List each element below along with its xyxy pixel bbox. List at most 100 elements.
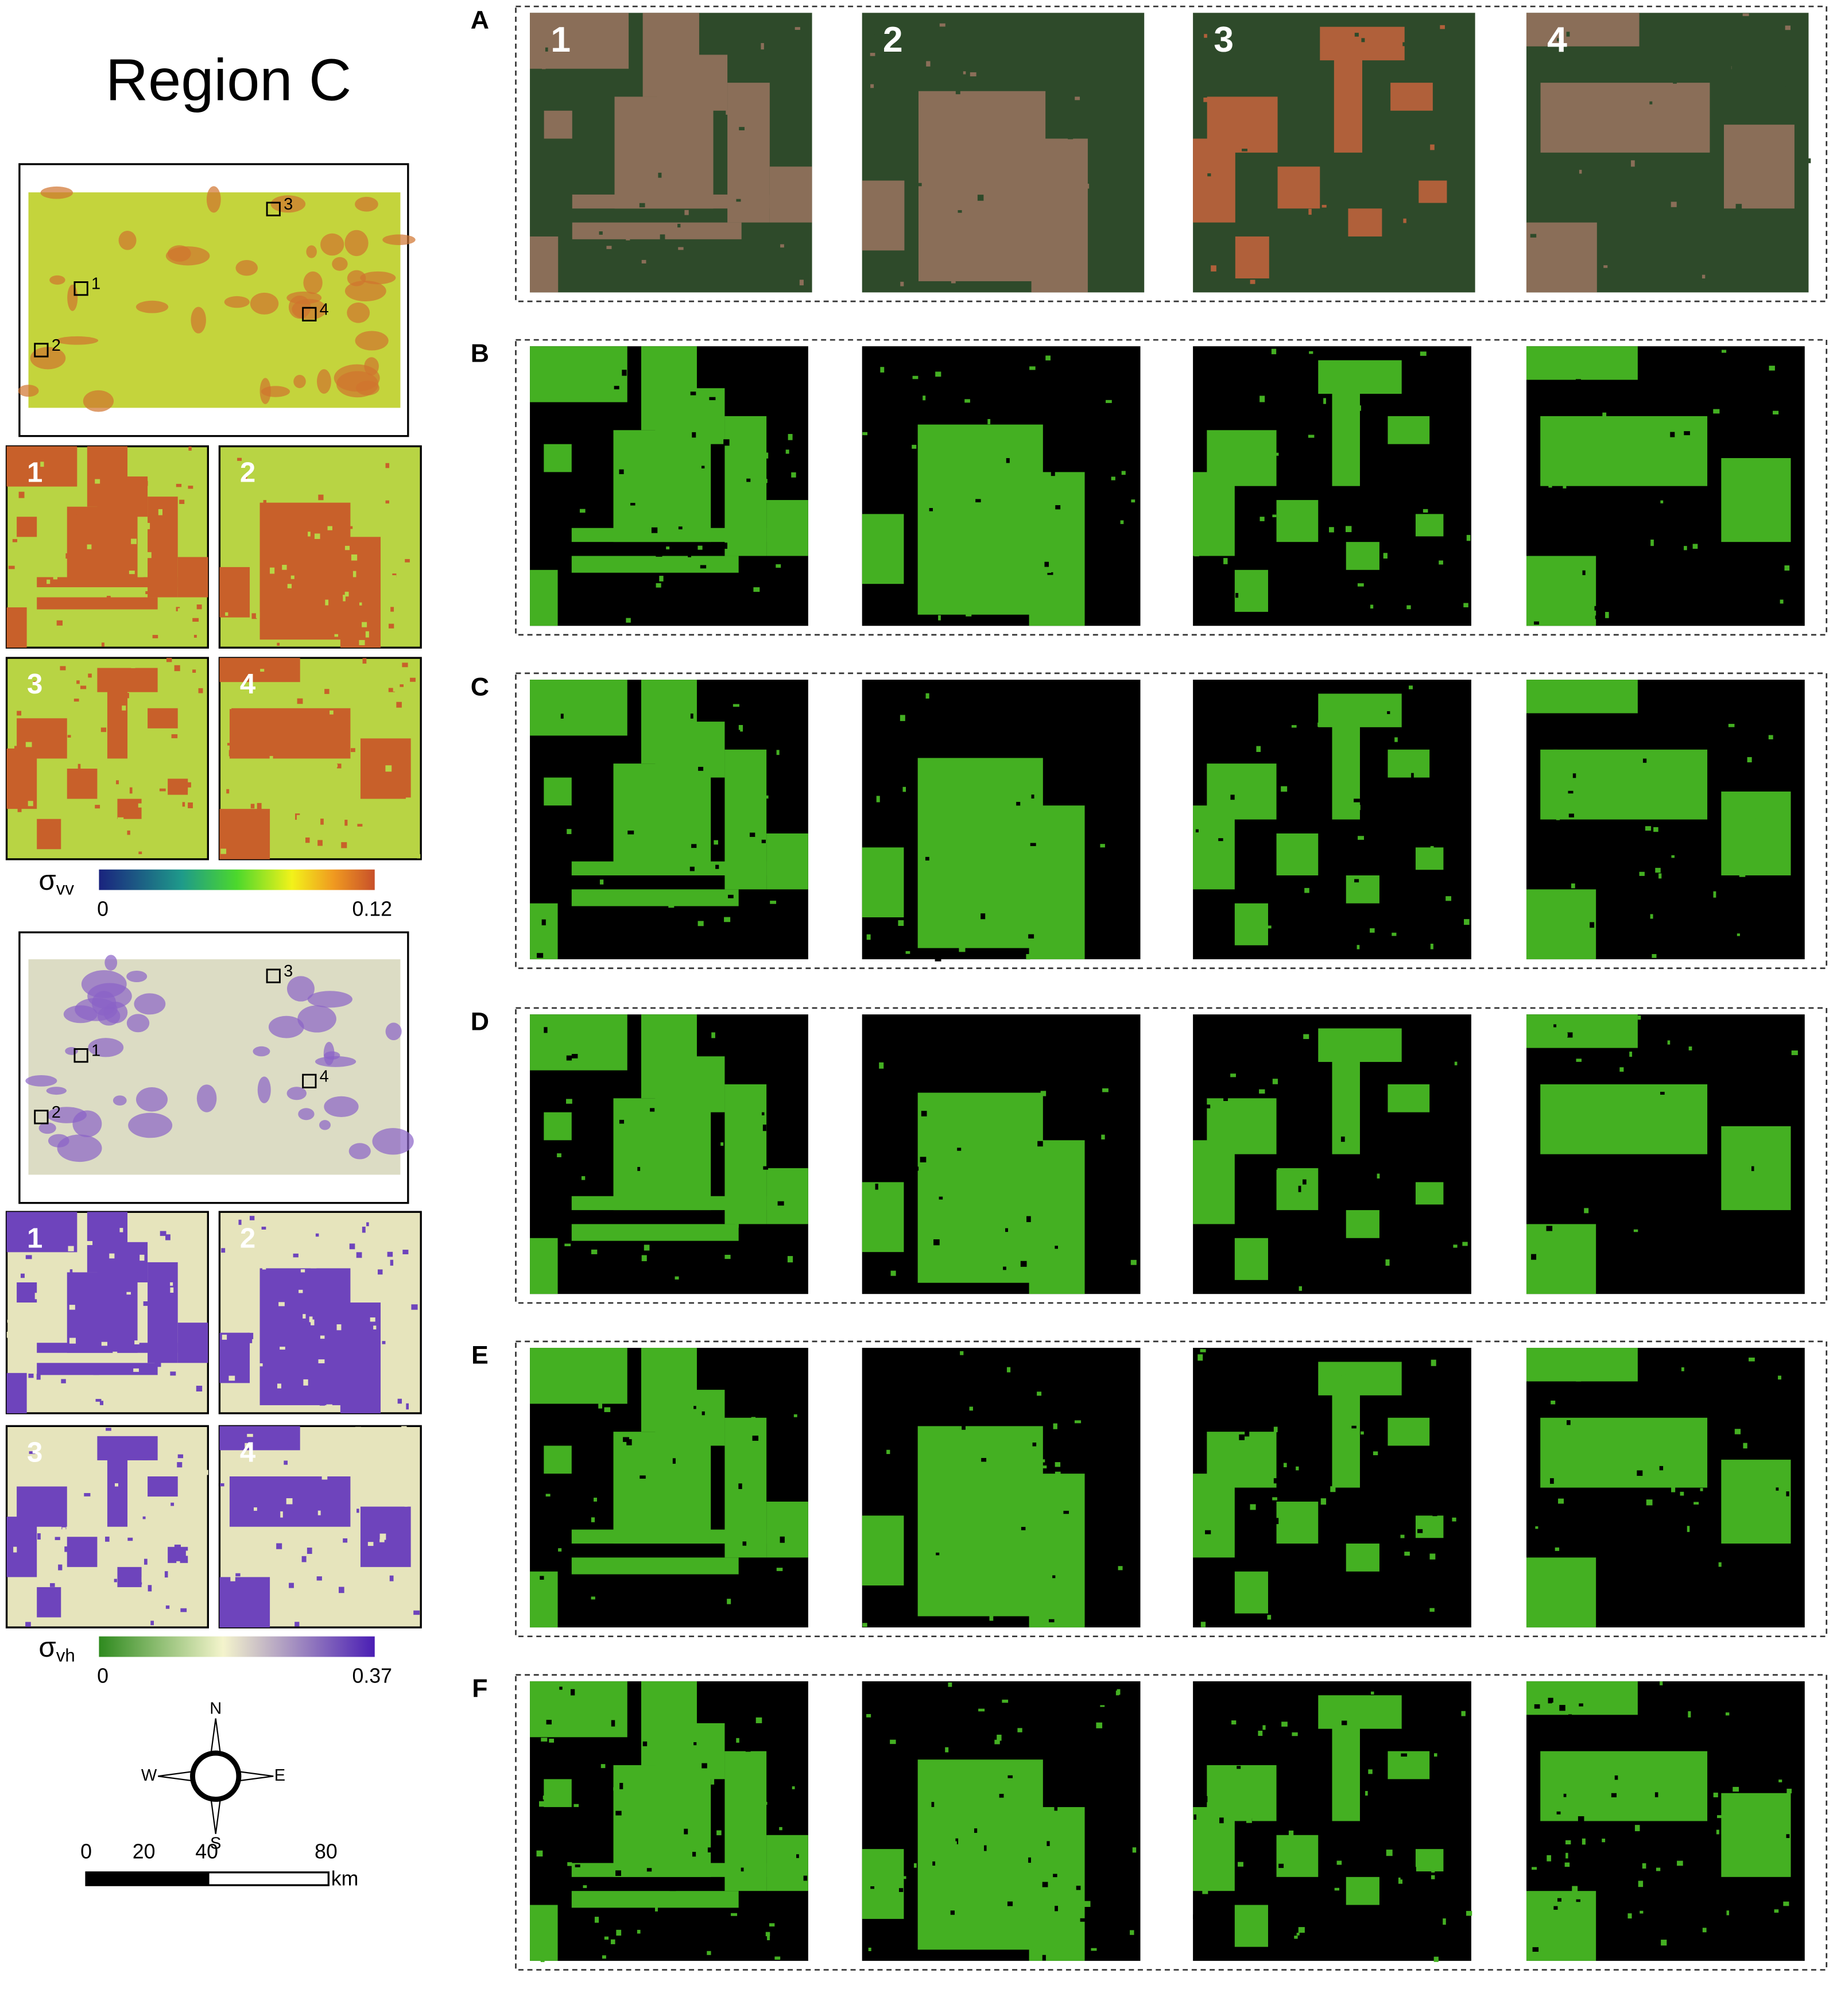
mask-tile-speck (650, 1701, 657, 1704)
mask-tile-speck (1439, 560, 1443, 565)
mask-tile-speck (1358, 836, 1364, 840)
zoom-tile-speck (17, 583, 21, 588)
mask-tile-speck (702, 1411, 705, 1416)
mask-tile-patch (1332, 707, 1360, 820)
mask-tile-speck (1278, 1863, 1284, 1868)
mask-tile-speck (1571, 883, 1575, 889)
zoom-tile-speck (237, 571, 242, 576)
satellite-tile-patch (572, 222, 742, 239)
mask-tile-patch (1415, 1849, 1444, 1872)
colorbar-min: 0 (97, 898, 108, 921)
map-patch (372, 1128, 414, 1155)
mask-tile-speck (727, 1599, 731, 1604)
mask-tile-speck (564, 1907, 567, 1912)
satellite-tile-speck (1635, 104, 1639, 111)
mask-tile-speck (1784, 565, 1790, 571)
zoom-tile-speck (25, 742, 32, 747)
mask-tile-speck (1588, 1513, 1594, 1518)
satellite-tile-speck (1207, 173, 1211, 177)
zoom-tile-speck (171, 734, 178, 739)
colorbar (99, 869, 375, 890)
zoom-tile-speck (334, 634, 339, 637)
zoom-tile-speck (187, 1469, 191, 1475)
zoom-tile-speck (221, 1248, 226, 1253)
mask-tile-speck (983, 1352, 990, 1356)
mask-tile-speck (1032, 1443, 1037, 1447)
mask-tile-speck (1357, 583, 1364, 587)
mask-tile-speck (1567, 1032, 1573, 1038)
zoom-tile-speck (396, 701, 402, 708)
satellite-tile-speck (722, 143, 727, 148)
mask-tile-speck (1552, 1703, 1557, 1708)
zoom-tile-patch (168, 1546, 188, 1563)
zoom-tile-speck (326, 1404, 332, 1409)
map-patch (57, 1134, 102, 1162)
satellite-tile-speck (1200, 139, 1205, 145)
satellite-tile-speck (1256, 88, 1262, 91)
satellite-tile-patch (1031, 138, 1088, 293)
mask-tile-patch (571, 528, 767, 542)
zoom-tile-speck (38, 741, 44, 745)
mask-tile-speck (1558, 1498, 1564, 1504)
zoom-tile-speck (90, 617, 96, 623)
zoom-tile-speck (145, 522, 150, 529)
mask-tile-speck (1048, 1876, 1052, 1879)
mask-tile-speck (1121, 471, 1126, 475)
mask-tile-speck (1739, 870, 1746, 877)
mask-tile-speck (749, 1170, 755, 1176)
zoom-tile-speck (55, 1471, 60, 1476)
zoom-tile-speck (299, 1289, 303, 1293)
zoom-tile-speck (274, 728, 280, 733)
mask-tile-speck (1553, 749, 1558, 755)
satellite-tile-speck (1327, 39, 1331, 44)
zoom-tile-speck (371, 634, 374, 638)
mask-tile-speck (1680, 1491, 1684, 1496)
map-patch (286, 976, 315, 1002)
mask-tile-speck (1665, 347, 1671, 350)
zoom-tile-speck (61, 1379, 66, 1383)
mask-tile-speck (1456, 1114, 1462, 1118)
mask-tile-speck (1194, 1823, 1200, 1829)
satellite-tile-speck (1070, 117, 1074, 122)
map-patch (134, 993, 166, 1015)
mask-tile-speck (881, 1261, 886, 1266)
satellite-tile-speck (726, 110, 729, 115)
mask-tile-speck (1635, 769, 1639, 776)
mask-tile-speck (1238, 1924, 1242, 1930)
zoom-tile-speck (152, 512, 157, 517)
mask-tile-patch (1234, 903, 1268, 945)
mask-tile-speck (626, 618, 631, 623)
zoom-tile-speck (131, 665, 135, 669)
mask-tile-speck (1797, 1917, 1801, 1921)
zoom-tile-speck (145, 480, 148, 486)
mask-tile-speck (1219, 1149, 1226, 1154)
zoom-tile-speck (385, 789, 391, 793)
mask-tile-speck (748, 1599, 753, 1603)
mask-tile-speck (696, 1606, 700, 1610)
mask-tile-speck (1713, 1792, 1718, 1798)
mask-tile-speck (1278, 1895, 1284, 1902)
map-patch (126, 1014, 150, 1033)
mask-tile-speck (1696, 812, 1703, 815)
mask-tile-speck (693, 1742, 697, 1746)
zoom-tile-speck (311, 1263, 317, 1269)
mask-tile-speck (980, 913, 986, 920)
mask-tile-speck (1053, 1874, 1057, 1878)
mask-tile-speck (1259, 1089, 1265, 1094)
mask-tile-patch (1346, 1877, 1379, 1905)
mask-tile-patch (1276, 500, 1319, 542)
tile-label: 4 (1547, 20, 1567, 60)
satellite-tile-speck (963, 71, 966, 75)
zoom-tile-speck (127, 1537, 133, 1541)
mask-tile-speck (1022, 814, 1025, 821)
mask-tile-speck (724, 1254, 731, 1259)
mask-tile-speck (1800, 561, 1805, 567)
mask-tile-speck (675, 560, 681, 563)
mask-tile-speck (1197, 777, 1202, 783)
mask-tile-speck (1029, 450, 1034, 456)
mask-tile-patch (1540, 1084, 1708, 1154)
mask-tile-speck (1774, 1913, 1779, 1918)
mask-tile-speck (1445, 896, 1452, 901)
zoom-tile-speck (193, 634, 197, 638)
mask-tile-speck (887, 1714, 892, 1719)
